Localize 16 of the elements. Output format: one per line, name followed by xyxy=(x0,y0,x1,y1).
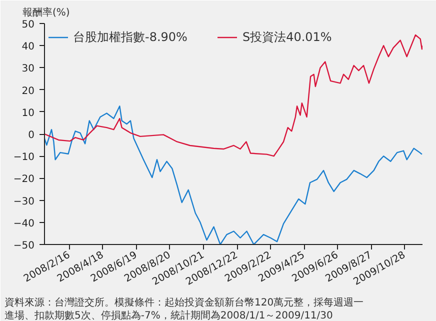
y-tick-label: −30 xyxy=(13,196,35,208)
y-tick-label: 10 xyxy=(22,108,35,119)
source-note: 資料來源：台灣證交所。模擬條件：起始投資金額新台幣120萬元整，採每週週一 xyxy=(4,296,364,308)
legend-label: 台股加權指數-8.90% xyxy=(73,28,188,46)
y-tick-label: 0 xyxy=(28,130,35,141)
legend-label: S投資法40.01% xyxy=(242,28,332,46)
y-tick-label: −40 xyxy=(13,218,35,230)
y-tick-label: −20 xyxy=(13,174,35,186)
y-tick-label: 20 xyxy=(22,86,35,97)
y-axis-title: 報酬率(%) xyxy=(22,6,70,18)
y-tick-label: −50 xyxy=(13,240,35,252)
y-tick-label: 40 xyxy=(22,42,35,53)
y-tick-label: −10 xyxy=(13,152,35,164)
text: 進場、扣款期數5次、停損點為-7%，統計期間為2008/1/1～2009/11/30 xyxy=(4,310,333,321)
y-tick-label: 30 xyxy=(22,64,35,75)
y-tick-label: 50 xyxy=(22,20,35,30)
